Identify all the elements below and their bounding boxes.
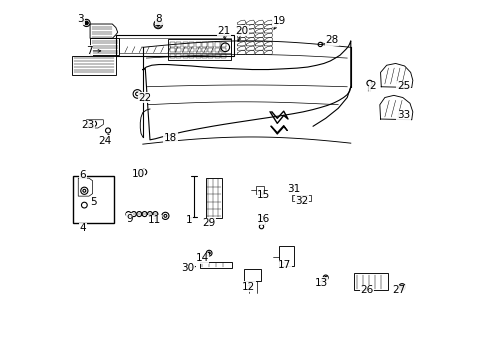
Circle shape [208,252,210,254]
Bar [245,269,262,281]
Bar [221,42,226,46]
Bar [170,54,175,58]
Bar [196,54,200,58]
Circle shape [147,212,152,217]
Bar [168,39,231,60]
Text: 4: 4 [79,224,86,233]
Circle shape [206,250,212,256]
Bar [73,176,114,223]
Circle shape [153,212,158,217]
Text: 7: 7 [86,46,92,56]
Text: 1: 1 [186,215,193,225]
Bar [176,48,181,52]
Text: 31: 31 [287,184,300,194]
Bar [196,42,200,46]
Circle shape [126,212,131,217]
Circle shape [91,121,97,127]
Circle shape [324,276,327,279]
Bar [279,246,294,266]
Text: 15: 15 [257,190,270,200]
Text: 13: 13 [315,278,328,288]
Bar [183,54,188,58]
Text: 25: 25 [397,81,410,91]
Text: 33: 33 [397,111,410,121]
Bar [202,48,207,52]
Circle shape [162,212,169,220]
Bar [208,54,214,58]
Bar [170,42,175,46]
Text: 16: 16 [257,215,270,224]
Bar [205,178,221,218]
Text: 29: 29 [202,218,216,228]
Bar [183,48,188,52]
Bar [189,54,194,58]
Bar [189,42,194,46]
Bar [170,48,175,52]
Circle shape [399,284,405,290]
Text: 10: 10 [132,169,145,179]
Bar [183,42,188,46]
Text: 28: 28 [325,35,339,45]
Circle shape [133,90,142,98]
Circle shape [81,187,88,194]
Circle shape [323,275,328,280]
Bar [116,36,234,56]
Text: 12: 12 [242,282,255,292]
Bar [221,48,226,52]
Text: 26: 26 [360,285,373,296]
Bar [202,54,207,58]
Circle shape [137,212,142,217]
Bar [119,39,231,53]
Circle shape [156,23,160,26]
Circle shape [154,20,163,29]
Bar [354,273,389,291]
Bar [196,48,200,52]
Text: 19: 19 [272,17,286,27]
Bar [221,54,226,58]
Text: 21: 21 [218,26,231,36]
Text: 30: 30 [181,263,194,273]
Bar [215,42,220,46]
Circle shape [401,285,403,288]
Bar [72,55,116,75]
Text: 2: 2 [369,81,376,91]
Text: 3: 3 [77,14,84,24]
Text: 6: 6 [79,170,86,180]
Circle shape [105,128,111,133]
Circle shape [142,212,147,217]
Circle shape [131,212,136,217]
Text: 23: 23 [81,121,95,130]
Text: 8: 8 [156,14,162,24]
Bar [215,54,220,58]
Bar [256,186,264,194]
Text: 24: 24 [98,136,111,145]
Text: 18: 18 [164,133,177,143]
Bar [200,262,232,267]
Circle shape [85,21,88,25]
Text: 22: 22 [139,93,152,103]
Circle shape [83,19,90,27]
Bar [215,48,220,52]
Text: 5: 5 [90,197,97,207]
Bar [189,48,194,52]
Text: 17: 17 [278,260,291,270]
Bar [292,195,311,201]
Bar [208,48,214,52]
Circle shape [81,202,87,208]
Text: 11: 11 [148,215,161,225]
Bar [202,42,207,46]
Text: 27: 27 [392,285,405,296]
Text: 32: 32 [295,196,308,206]
Text: 9: 9 [126,214,133,224]
Bar [176,54,181,58]
Bar [208,42,214,46]
Bar [176,42,181,46]
Text: 14: 14 [196,253,209,263]
Text: 20: 20 [236,26,249,36]
